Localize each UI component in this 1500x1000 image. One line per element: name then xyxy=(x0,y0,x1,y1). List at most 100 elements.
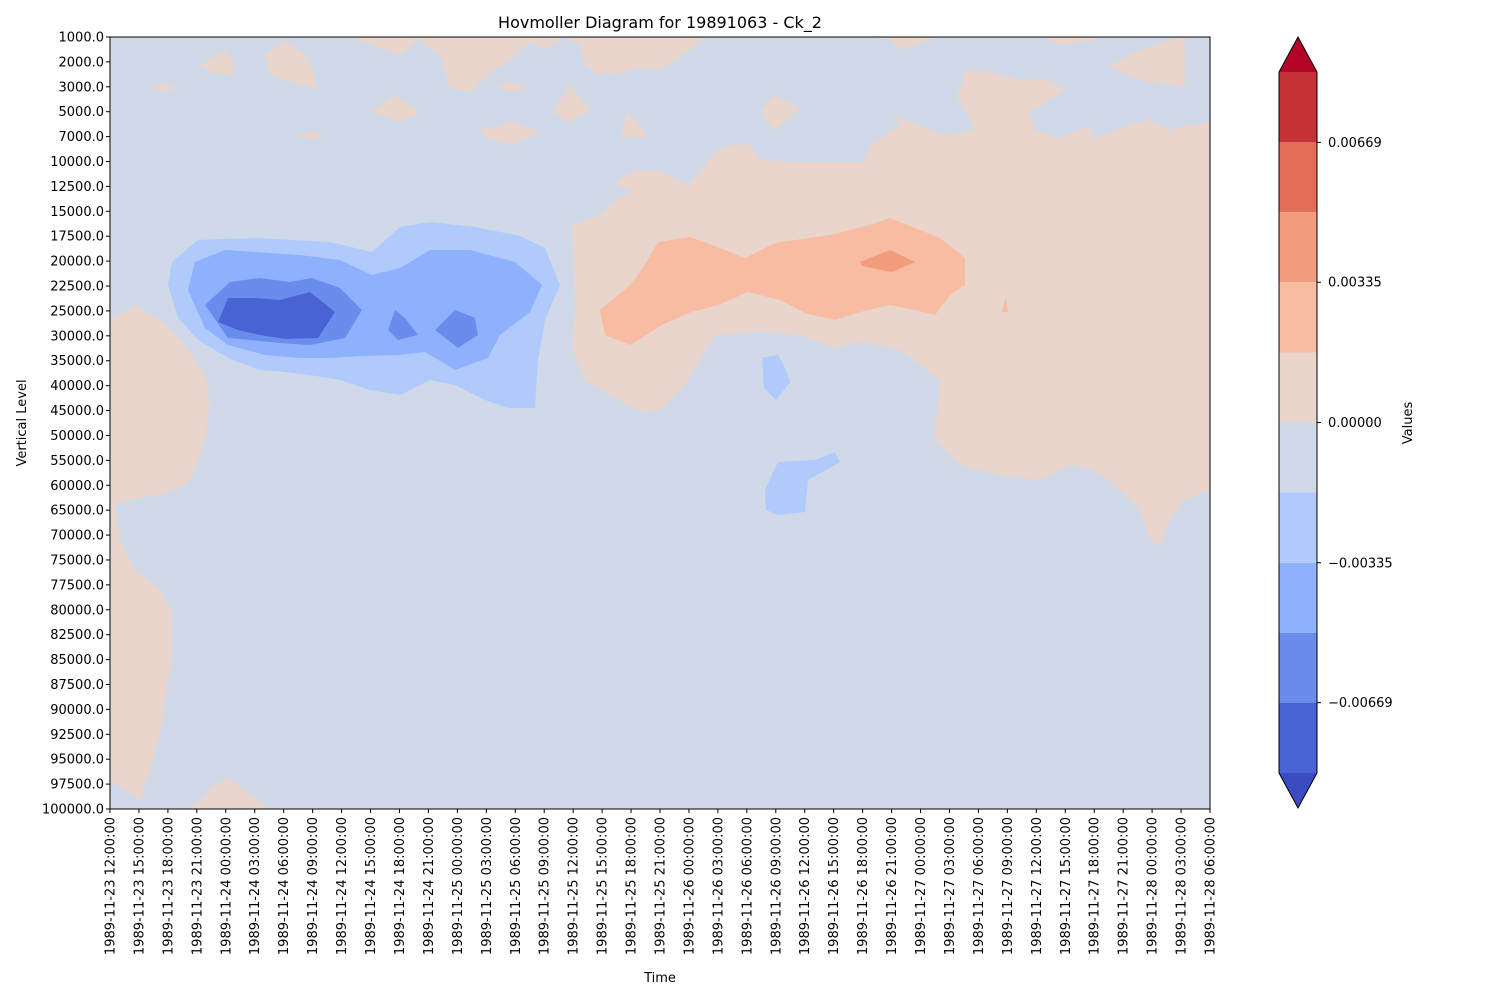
y-tick-label: 90000.0 xyxy=(50,703,104,718)
x-tick-label: 1989-11-23 18:00:00 xyxy=(161,817,176,955)
y-axis: 1000.0 2000.0 3000.0 5000.0 7000.0 10000.0 125… xyxy=(42,31,110,818)
colorbar-title: Values xyxy=(1401,402,1416,445)
y-tick-label: 97500.0 xyxy=(50,778,104,793)
contour-level-negative-3-spot-a xyxy=(388,310,418,340)
x-tick-label: 1989-11-26 09:00:00 xyxy=(769,817,784,955)
colorbar-tick-label: 0.00335 xyxy=(1328,276,1382,291)
y-tick-label: 55000.0 xyxy=(50,454,104,469)
x-tick-label: 1989-11-23 15:00:00 xyxy=(132,817,147,955)
x-tick-label: 1989-11-24 21:00:00 xyxy=(422,817,437,955)
contour-level-near-zero-negative-holes xyxy=(830,65,1090,162)
colorbar-tick-label: 0.00669 xyxy=(1328,136,1382,151)
y-tick-label: 35000.0 xyxy=(50,354,104,369)
x-tick-label: 1989-11-28 00:00:00 xyxy=(1146,817,1161,955)
colorbar-level xyxy=(1279,72,1317,143)
x-tick-label: 1989-11-24 12:00:00 xyxy=(335,817,350,955)
y-tick-label: 10000.0 xyxy=(50,155,104,170)
x-tick-label: 1989-11-25 21:00:00 xyxy=(654,817,669,955)
x-axis-title: Time xyxy=(643,971,676,986)
y-tick-label: 30000.0 xyxy=(50,329,104,344)
x-tick-label: 1989-11-25 18:00:00 xyxy=(625,817,640,955)
y-tick-label: 100000.0 xyxy=(42,803,104,818)
x-tick-label: 1989-11-26 15:00:00 xyxy=(827,817,842,955)
x-tick-label: 1989-11-27 00:00:00 xyxy=(914,817,929,955)
contour-level-near-zero-positive xyxy=(110,37,1210,809)
y-tick-label: 40000.0 xyxy=(50,379,104,394)
x-tick-label: 1989-11-24 15:00:00 xyxy=(364,817,379,955)
x-tick-label: 1989-11-28 03:00:00 xyxy=(1175,817,1190,955)
y-axis-title: Vertical Level xyxy=(15,379,30,466)
colorbar-level xyxy=(1279,492,1317,563)
chart-title: Hovmoller Diagram for 19891063 - Ck_2 xyxy=(498,13,822,33)
contour-level-negative-3-spot-b xyxy=(435,310,478,348)
colorbar-tick-label: −0.00335 xyxy=(1328,556,1393,571)
x-tick-label: 1989-11-27 03:00:00 xyxy=(943,817,958,955)
colorbar-level xyxy=(1279,282,1317,353)
y-tick-label: 20000.0 xyxy=(50,255,104,270)
y-tick-label: 1000.0 xyxy=(59,31,105,46)
contour-level-positive-1 xyxy=(600,218,965,345)
x-tick-label: 1989-11-23 21:00:00 xyxy=(190,817,205,955)
x-tick-label: 1989-11-25 09:00:00 xyxy=(538,817,553,955)
y-tick-label: 17500.0 xyxy=(50,230,104,245)
colorbar-tick-label: −0.00669 xyxy=(1328,696,1393,711)
plot-area xyxy=(110,37,1210,809)
x-tick-label: 1989-11-28 06:00:00 xyxy=(1204,817,1219,955)
contour-level-positive-2 xyxy=(860,250,915,272)
x-tick-label: 1989-11-24 18:00:00 xyxy=(393,817,408,955)
y-tick-label: 60000.0 xyxy=(50,479,104,494)
x-tick-label: 1989-11-27 15:00:00 xyxy=(1059,817,1074,955)
colorbar-level xyxy=(1279,422,1317,493)
x-tick-label: 1989-11-24 09:00:00 xyxy=(306,817,321,955)
x-tick-label: 1989-11-27 09:00:00 xyxy=(1001,817,1016,955)
contour-level-positive-1-spot xyxy=(1002,297,1008,312)
x-tick-label: 1989-11-27 12:00:00 xyxy=(1030,817,1045,955)
x-tick-label: 1989-11-26 18:00:00 xyxy=(856,817,871,955)
colorbar-level xyxy=(1279,632,1317,703)
y-tick-label: 70000.0 xyxy=(50,529,104,544)
y-tick-label: 45000.0 xyxy=(50,404,104,419)
colorbar-extend-max xyxy=(1279,37,1317,72)
y-tick-label: 92500.0 xyxy=(50,728,104,743)
y-tick-label: 95000.0 xyxy=(50,753,104,768)
x-tick-label: 1989-11-26 03:00:00 xyxy=(711,817,726,955)
y-tick-label: 75000.0 xyxy=(50,553,104,568)
y-tick-label: 15000.0 xyxy=(50,205,104,220)
y-tick-label: 77500.0 xyxy=(50,578,104,593)
colorbar-level xyxy=(1279,562,1317,633)
x-tick-label: 1989-11-27 06:00:00 xyxy=(972,817,987,955)
colorbar-extend-min xyxy=(1279,773,1317,808)
y-tick-label: 65000.0 xyxy=(50,504,104,519)
x-tick-label: 1989-11-27 18:00:00 xyxy=(1088,817,1103,955)
contour-level-negative-1-patch-b xyxy=(765,452,840,515)
y-tick-label: 50000.0 xyxy=(50,429,104,444)
x-tick-label: 1989-11-25 15:00:00 xyxy=(596,817,611,955)
x-tick-label: 1989-11-25 06:00:00 xyxy=(509,817,524,955)
x-tick-label: 1989-11-27 21:00:00 xyxy=(1117,817,1132,955)
x-tick-label: 1989-11-26 21:00:00 xyxy=(885,817,900,955)
colorbar-level xyxy=(1279,702,1317,773)
colorbar-level xyxy=(1279,142,1317,213)
contour-level-negative-4 xyxy=(218,292,335,339)
x-tick-label: 1989-11-25 03:00:00 xyxy=(480,817,495,955)
y-tick-label: 22500.0 xyxy=(50,280,104,295)
colorbar-level xyxy=(1279,352,1317,423)
colorbar: 0.00669 0.00335 0.00000 −0.00335 −0.00669 xyxy=(1278,35,1393,810)
contour-level-negative-1-patch-a xyxy=(762,355,790,400)
y-tick-label: 85000.0 xyxy=(50,653,104,668)
y-tick-label: 7000.0 xyxy=(59,130,105,145)
x-tick-label: 1989-11-25 12:00:00 xyxy=(567,817,582,955)
y-tick-label: 80000.0 xyxy=(50,603,104,618)
x-tick-label: 1989-11-26 06:00:00 xyxy=(740,817,755,955)
x-tick-label: 1989-11-26 12:00:00 xyxy=(798,817,813,955)
x-tick-label: 1989-11-25 00:00:00 xyxy=(451,817,466,955)
y-tick-label: 82500.0 xyxy=(50,628,104,643)
y-tick-label: 2000.0 xyxy=(59,55,105,70)
colorbar-tick-label: 0.00000 xyxy=(1328,416,1382,431)
x-tick-label: 1989-11-23 12:00:00 xyxy=(104,817,119,955)
y-tick-label: 5000.0 xyxy=(59,105,105,120)
y-tick-label: 3000.0 xyxy=(59,80,105,95)
y-tick-label: 12500.0 xyxy=(50,180,104,195)
x-tick-label: 1989-11-24 06:00:00 xyxy=(277,817,292,955)
